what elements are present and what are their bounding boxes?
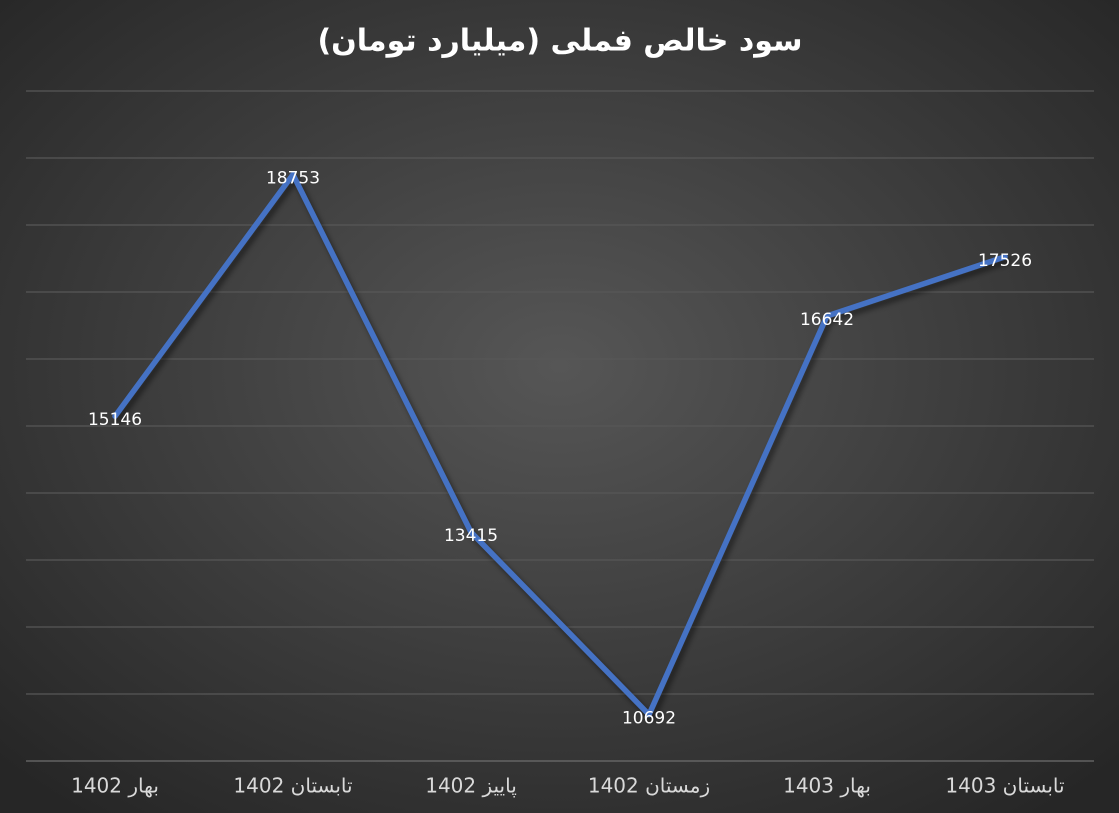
x-tick-label: پاییز 1402 bbox=[425, 774, 517, 799]
chart-title: سود خالص فملی (میلیارد تومان) bbox=[317, 24, 802, 59]
x-tick-label: زمستان 1402 bbox=[588, 774, 710, 798]
line bbox=[112, 171, 1008, 718]
data-label: 15146 bbox=[88, 410, 142, 430]
data-label: 10692 bbox=[622, 709, 676, 729]
x-tick-label: تابستان 1403 bbox=[945, 774, 1064, 798]
data-label: 16642 bbox=[800, 310, 854, 330]
data-label: 13415 bbox=[444, 526, 498, 546]
x-tick-label: تابستان 1402 bbox=[233, 774, 352, 798]
x-tick-label: بهار 1402 bbox=[71, 774, 159, 798]
x-tick-label: بهار 1403 bbox=[783, 774, 871, 798]
data-label: 18753 bbox=[266, 169, 320, 189]
data-label: 17526 bbox=[978, 251, 1032, 271]
